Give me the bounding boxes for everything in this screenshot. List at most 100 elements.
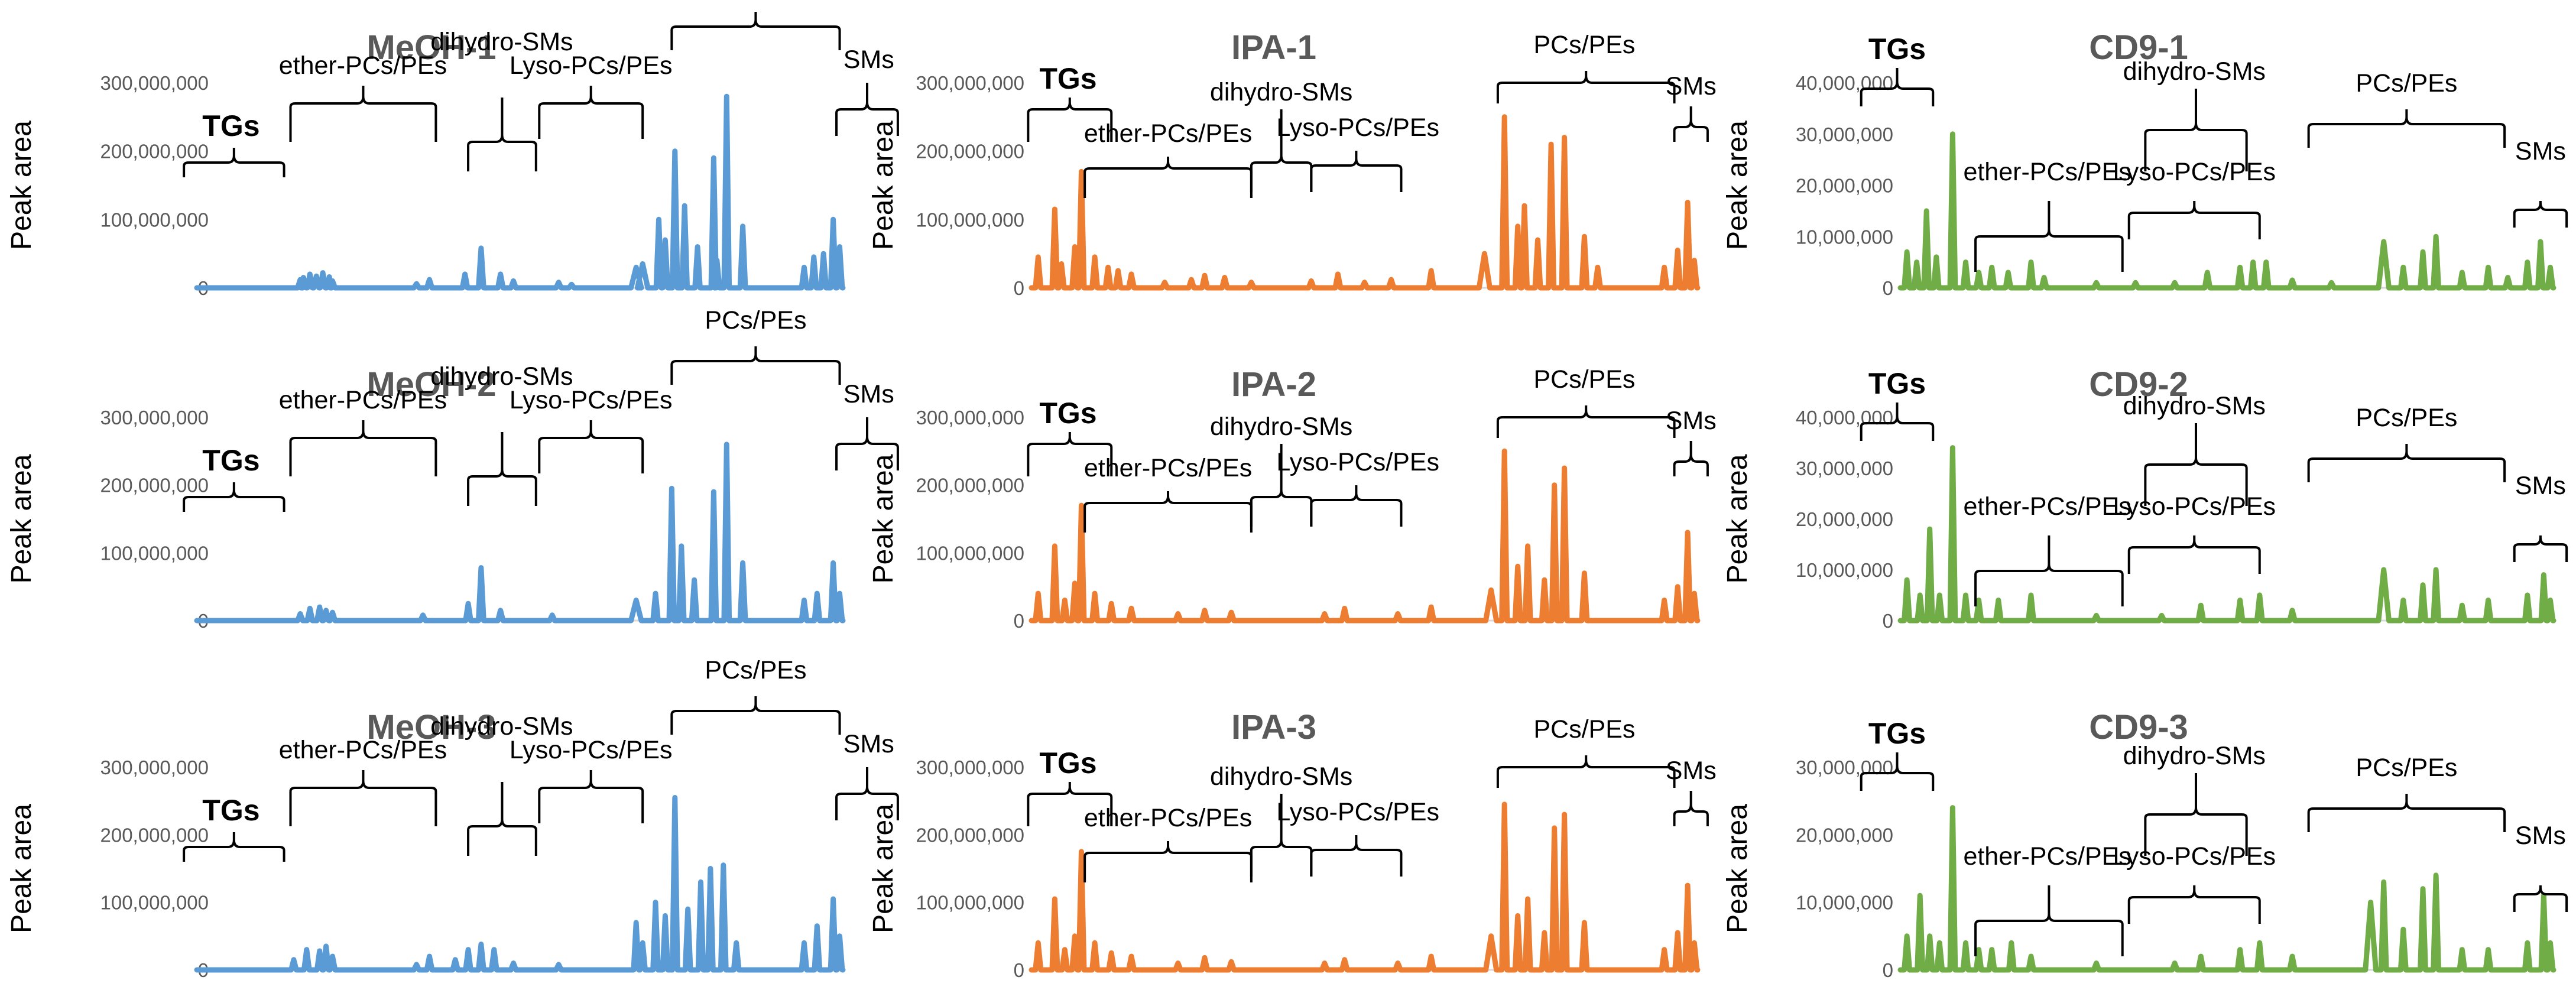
data-point — [1525, 897, 1530, 901]
data-point — [2159, 613, 2164, 618]
data-point — [323, 608, 329, 613]
data-point — [1162, 280, 1167, 285]
data-point — [2094, 613, 2099, 618]
series-line — [194, 442, 846, 624]
annotation-lyso-pcs-pes: Lyso-PCs/PEs — [510, 51, 673, 80]
annotation-tgs: TGs — [1039, 62, 1096, 95]
brace-ether-pcs-pes — [1083, 491, 1253, 533]
brace-ether-pcs-pes — [1083, 841, 1253, 882]
annotation-lyso-pcs-pes: Lyso-PCs/PEs — [1276, 113, 1439, 142]
annotation-pcs-pes: PCs/PEs — [2356, 404, 2457, 432]
y-tick-label: 300,000,000 — [916, 407, 1024, 429]
data-point — [1552, 482, 1557, 488]
data-point — [478, 942, 484, 947]
data-point — [317, 605, 322, 610]
data-point — [2263, 259, 2269, 265]
data-point — [1525, 543, 1530, 548]
data-point — [466, 601, 471, 606]
data-point — [2290, 954, 2295, 959]
data-point — [1092, 940, 1098, 946]
data-point — [724, 94, 729, 99]
brace-pcs-pes — [2307, 794, 2506, 832]
data-point — [1950, 445, 1955, 450]
data-point — [2029, 954, 2033, 959]
annotation-tgs: TGs — [202, 109, 259, 142]
data-point — [1079, 503, 1084, 508]
data-point — [721, 862, 726, 868]
y-axis-label: Peak area — [6, 121, 37, 250]
data-point — [1918, 893, 1923, 898]
panel-title: CD9-1 — [2089, 28, 2188, 67]
brace-pcs-pes — [670, 696, 841, 735]
y-tick-label: 30,000,000 — [1796, 457, 1893, 479]
data-point — [2421, 886, 2425, 891]
data-point — [2006, 270, 2011, 275]
brace-lyso-pcs-pes — [538, 86, 644, 139]
data-point — [491, 947, 497, 952]
data-point — [498, 608, 503, 613]
brace-sms — [2513, 885, 2568, 912]
data-point — [724, 442, 729, 447]
data-point — [2029, 593, 2033, 598]
y-axis-label: Peak area — [6, 804, 37, 933]
annotation-ether-pcs-pes: ether-PCs/PEs — [1963, 842, 2131, 871]
annotation-pcs-pes: PCs/PEs — [1533, 31, 1635, 59]
data-point — [1562, 135, 1567, 140]
annotation-dihydro-sms: dihydro-SMs — [2123, 392, 2266, 420]
data-point — [1222, 275, 1227, 280]
annotation-lyso-pcs-pes: Lyso-PCs/PEs — [510, 736, 673, 764]
data-point — [1963, 593, 1968, 598]
annotation-pcs-pes: PCs/PEs — [2356, 69, 2457, 98]
data-point — [1429, 954, 1434, 959]
data-point — [1395, 960, 1400, 966]
data-point — [695, 244, 700, 249]
y-tick-label: 200,000,000 — [916, 475, 1024, 496]
data-point — [2094, 280, 2099, 285]
y-tick-label: 10,000,000 — [1796, 226, 1893, 248]
data-point — [1362, 280, 1367, 285]
data-point — [821, 251, 826, 257]
data-point — [1542, 577, 1547, 583]
data-point — [1322, 960, 1327, 966]
brace-tgs — [1027, 98, 1113, 142]
data-point — [1562, 812, 1567, 817]
data-point — [1342, 606, 1347, 611]
y-tick-label: 200,000,000 — [100, 824, 209, 846]
annotation-ether-pcs-pes: ether-PCs/PEs — [1084, 119, 1252, 148]
panel-title: MeOH-3 — [366, 708, 496, 746]
y-axis-label: Peak area — [868, 804, 899, 933]
data-point — [414, 962, 419, 967]
data-point — [1685, 200, 1691, 205]
y-tick-label: 30,000,000 — [1796, 757, 1893, 778]
y-axis-label: Peak area — [1722, 454, 1753, 583]
panel-title: MeOH-1 — [366, 28, 496, 67]
brace-ether-pcs-pes — [289, 770, 437, 826]
data-point — [1488, 933, 1494, 939]
data-point — [2381, 567, 2386, 572]
data-point — [1092, 254, 1098, 259]
data-point — [1202, 955, 1207, 960]
series-line — [194, 795, 846, 973]
data-point — [2381, 239, 2386, 244]
y-tick-label: 200,000,000 — [100, 141, 209, 163]
data-point — [453, 957, 458, 962]
data-point — [2029, 259, 2033, 265]
data-point — [1079, 849, 1084, 854]
brace-dihydro-sms — [2144, 423, 2248, 506]
data-point — [634, 598, 639, 603]
data-point — [314, 274, 319, 279]
data-point — [1202, 273, 1207, 278]
y-axis-label: Peak area — [868, 121, 899, 250]
data-point — [2434, 872, 2439, 878]
data-point — [1685, 883, 1691, 888]
y-tick-label: 0 — [1883, 959, 1893, 981]
data-point — [1989, 947, 1994, 952]
data-point — [2009, 940, 2014, 946]
data-point — [556, 280, 562, 285]
data-point — [1515, 564, 1520, 569]
series-line — [1897, 805, 2556, 973]
annotation-lyso-pcs-pes: Lyso-PCs/PEs — [1276, 798, 1439, 826]
data-point — [1924, 208, 1929, 213]
data-point — [1342, 957, 1347, 962]
data-point — [1175, 611, 1180, 616]
